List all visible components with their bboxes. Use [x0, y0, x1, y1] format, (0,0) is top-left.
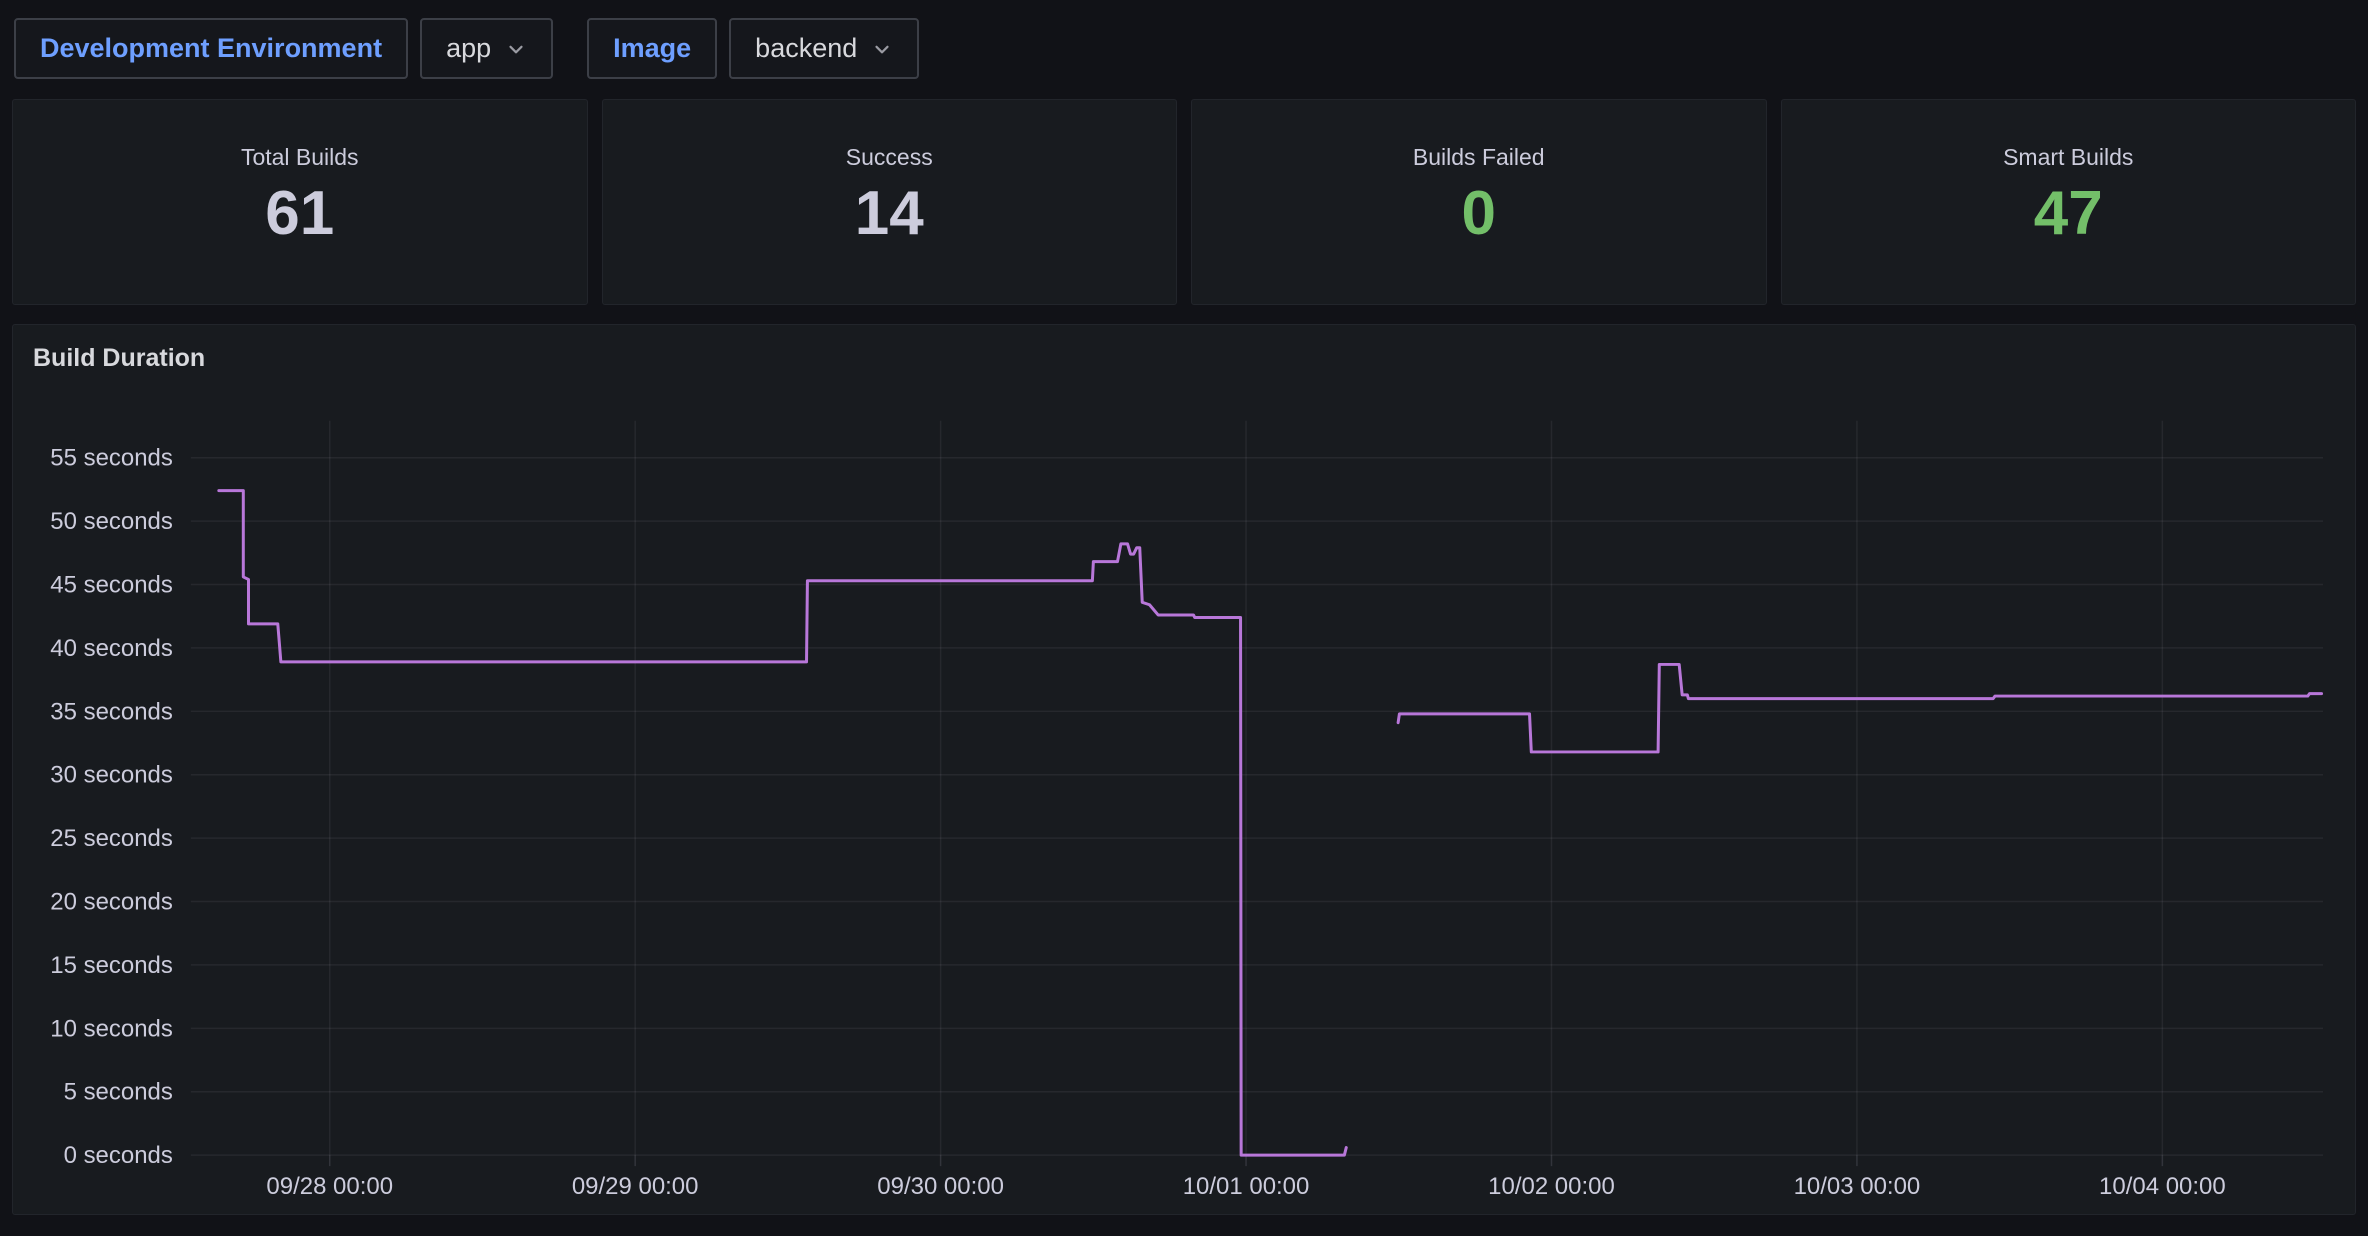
stat-panel-smart-builds: Smart Builds 47	[1781, 99, 2357, 305]
stat-value: 47	[2034, 183, 2103, 245]
stat-title: Total Builds	[241, 144, 359, 171]
variable-dropdown-app-value: app	[446, 33, 491, 64]
y-axis-tick-label: 40 seconds	[50, 635, 173, 662]
stat-value: 0	[1462, 183, 1496, 245]
x-axis-tick-label: 10/03 00:00	[1794, 1173, 1921, 1200]
stat-title: Builds Failed	[1413, 144, 1545, 171]
y-axis-tick-label: 5 seconds	[64, 1079, 173, 1106]
dashboard-link-development-environment[interactable]: Development Environment	[14, 18, 408, 79]
y-axis-tick-label: 15 seconds	[50, 952, 173, 979]
variable-bar: Development Environment app Image backen…	[0, 0, 2368, 79]
y-axis-tick-label: 10 seconds	[50, 1015, 173, 1042]
stat-value: 14	[855, 183, 924, 245]
variable-dropdown-app[interactable]: app	[420, 18, 553, 79]
y-axis-tick-label: 55 seconds	[50, 445, 173, 472]
x-axis-tick-label: 10/02 00:00	[1488, 1173, 1615, 1200]
build-duration-panel: Build Duration 0 seconds5 seconds10 seco…	[12, 324, 2356, 1215]
x-axis-tick-label: 09/29 00:00	[572, 1173, 699, 1200]
chevron-down-icon	[871, 38, 893, 60]
series-line	[1398, 664, 2321, 752]
y-axis-tick-label: 0 seconds	[64, 1142, 173, 1169]
stat-title: Success	[846, 144, 933, 171]
stat-value: 61	[265, 183, 334, 245]
x-axis-tick-label: 09/28 00:00	[266, 1173, 393, 1200]
stat-title: Smart Builds	[2003, 144, 2133, 171]
y-axis-tick-label: 50 seconds	[50, 508, 173, 535]
variable-label-image[interactable]: Image	[587, 18, 717, 79]
y-axis-tick-label: 45 seconds	[50, 572, 173, 599]
variable-dropdown-backend-value: backend	[755, 33, 857, 64]
build-duration-chart[interactable]: 0 seconds 5 seconds 10 seconds 15 seconds 20…	[13, 325, 2355, 1214]
y-axis-tick-label: 25 seconds	[50, 825, 173, 852]
y-axis-tick-label: 35 seconds	[50, 698, 173, 725]
x-axis-tick-label: 09/30 00:00	[877, 1173, 1004, 1200]
chevron-down-icon	[505, 38, 527, 60]
stat-panel-builds-failed: Builds Failed 0	[1191, 99, 1767, 305]
stat-panel-total-builds: Total Builds 61	[12, 99, 588, 305]
variable-dropdown-backend[interactable]: backend	[729, 18, 919, 79]
stat-panel-success: Success 14	[602, 99, 1178, 305]
y-axis-tick-label: 30 seconds	[50, 762, 173, 789]
series-line	[219, 491, 1346, 1156]
stat-panel-row: Total Builds 61 Success 14 Builds Failed…	[12, 99, 2356, 305]
x-axis-tick-label: 10/01 00:00	[1183, 1173, 1310, 1200]
x-axis-tick-label: 10/04 00:00	[2099, 1173, 2226, 1200]
y-axis-tick-label: 20 seconds	[50, 889, 173, 916]
